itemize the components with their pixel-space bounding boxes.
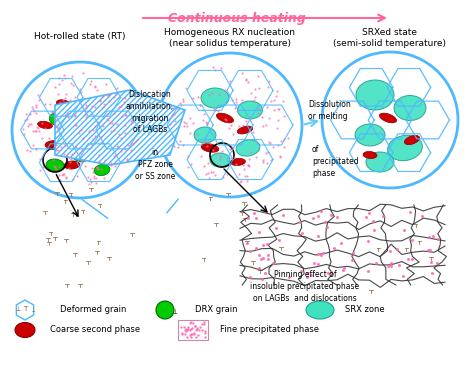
- Ellipse shape: [230, 158, 246, 165]
- Text: Continuous heating: Continuous heating: [168, 12, 306, 25]
- Text: in
PFZ zone
or SS zone: in PFZ zone or SS zone: [135, 148, 175, 181]
- Ellipse shape: [217, 113, 234, 123]
- Ellipse shape: [210, 153, 230, 167]
- Text: $\perp$: $\perp$: [171, 306, 179, 316]
- Ellipse shape: [394, 95, 426, 121]
- Text: Dissolution
or melting: Dissolution or melting: [308, 100, 351, 121]
- Ellipse shape: [236, 140, 260, 156]
- Ellipse shape: [201, 144, 219, 152]
- Ellipse shape: [237, 126, 253, 134]
- Text: Fine precipitated phase: Fine precipitated phase: [220, 326, 319, 334]
- Polygon shape: [55, 90, 185, 165]
- Ellipse shape: [64, 161, 80, 169]
- Ellipse shape: [49, 112, 71, 127]
- Text: Homogeneous RX nucleation
(near solidus temperature): Homogeneous RX nucleation (near solidus …: [164, 28, 295, 48]
- Ellipse shape: [194, 127, 216, 143]
- Text: Dislocation
annihilation,
migration
of LAGBs: Dislocation annihilation, migration of L…: [126, 90, 174, 134]
- Ellipse shape: [363, 151, 377, 158]
- Ellipse shape: [379, 113, 397, 123]
- Text: Deformed grain: Deformed grain: [60, 306, 127, 314]
- Ellipse shape: [356, 80, 394, 110]
- Ellipse shape: [388, 135, 422, 161]
- Ellipse shape: [85, 150, 105, 160]
- Ellipse shape: [46, 159, 64, 171]
- Text: Hot-rolled state (RT): Hot-rolled state (RT): [34, 32, 126, 41]
- Ellipse shape: [103, 136, 117, 144]
- Ellipse shape: [37, 121, 53, 129]
- Text: $\perp$ T $_\perp$: $\perp$ T $_\perp$: [14, 305, 36, 315]
- Text: Coarse second phase: Coarse second phase: [50, 326, 140, 334]
- Text: of
precipitated
phase: of precipitated phase: [312, 145, 359, 178]
- Ellipse shape: [45, 141, 65, 149]
- Ellipse shape: [72, 148, 92, 161]
- Text: Pinning effect of
insoluble precipitated phase
on LAGBs  and dislocations: Pinning effect of insoluble precipitated…: [250, 270, 360, 303]
- Ellipse shape: [366, 152, 394, 172]
- Ellipse shape: [355, 124, 385, 146]
- Text: DRX grain: DRX grain: [195, 306, 237, 314]
- Ellipse shape: [15, 323, 35, 337]
- Ellipse shape: [201, 88, 229, 108]
- Ellipse shape: [56, 100, 73, 110]
- Ellipse shape: [90, 113, 110, 123]
- FancyBboxPatch shape: [178, 320, 208, 340]
- Ellipse shape: [404, 135, 419, 145]
- Text: SRX zone: SRX zone: [345, 306, 384, 314]
- Ellipse shape: [237, 101, 263, 119]
- Text: SRXed state
(semi-solid temperature): SRXed state (semi-solid temperature): [334, 28, 447, 48]
- Circle shape: [156, 301, 174, 319]
- Ellipse shape: [306, 301, 334, 319]
- Ellipse shape: [94, 164, 110, 176]
